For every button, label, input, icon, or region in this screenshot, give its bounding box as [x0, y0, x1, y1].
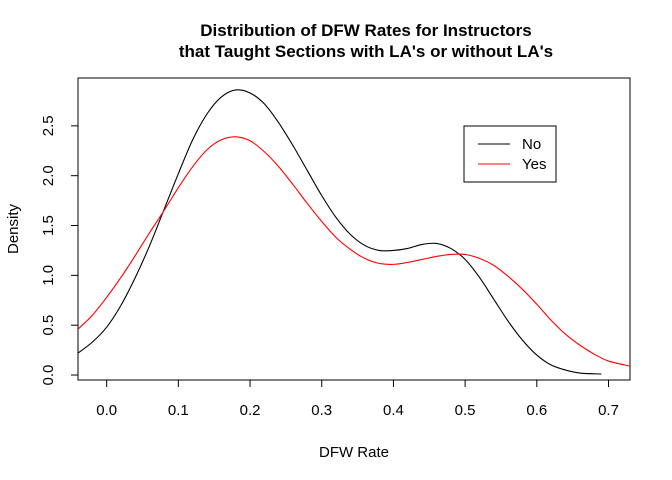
plot-frame [77, 77, 631, 381]
y-axis-label: Density [5, 203, 22, 254]
series-line-yes [77, 136, 631, 367]
x-tick-label: 0.7 [598, 402, 619, 419]
x-tick-label: 0.0 [96, 402, 117, 419]
x-axis-label: DFW Rate [319, 444, 389, 461]
legend: No Yes [463, 125, 557, 183]
x-tick-label: 0.2 [240, 402, 261, 419]
y-tick-label: 1.0 [40, 265, 57, 286]
y-tick-label: 0.0 [40, 365, 57, 386]
x-tick-label: 0.3 [311, 402, 332, 419]
x-axis: 0.0 0.1 0.2 0.3 0.4 0.5 0.6 0.7 [96, 379, 619, 419]
x-tick-label: 0.6 [526, 402, 547, 419]
x-tick-label: 0.4 [383, 402, 404, 419]
x-tick-label: 0.1 [168, 402, 189, 419]
x-tick-label: 0.5 [455, 402, 476, 419]
chart-title-line-2: that Taught Sections with LA's or withou… [179, 42, 553, 61]
y-tick-label: 2.0 [40, 165, 57, 186]
legend-label-no: No [522, 136, 541, 153]
y-tick-label: 1.5 [40, 215, 57, 236]
y-tick-label: 0.5 [40, 315, 57, 336]
legend-box [463, 125, 557, 183]
y-axis: 0.0 0.5 1.0 1.5 2.0 2.5 [40, 115, 79, 386]
legend-label-yes: Yes [522, 156, 546, 173]
series-layer [77, 89, 631, 375]
chart-title-line-1: Distribution of DFW Rates for Instructor… [200, 21, 532, 40]
y-tick-label: 2.5 [40, 115, 57, 136]
